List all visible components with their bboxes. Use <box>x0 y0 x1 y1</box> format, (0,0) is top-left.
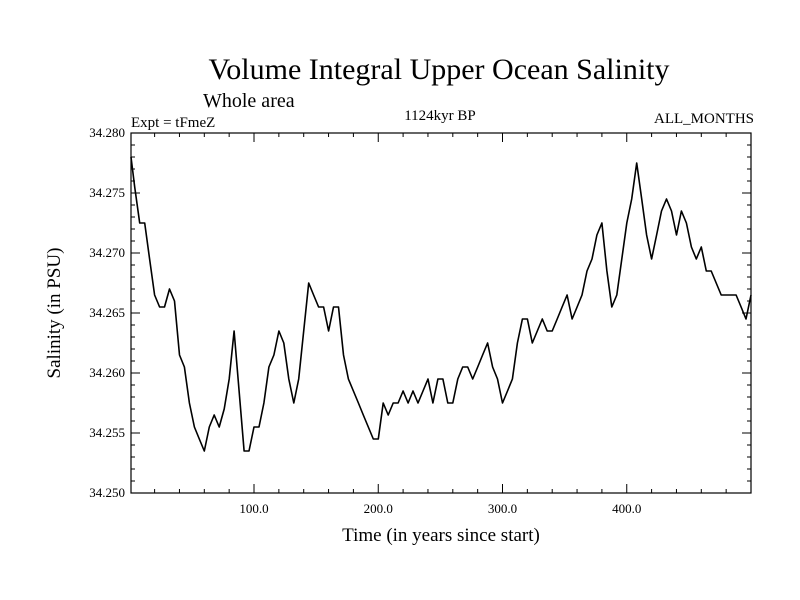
x-tick-label: 400.0 <box>612 501 641 516</box>
period-label: 1124kyr BP <box>404 108 476 124</box>
months-label: ALL_MONTHS <box>654 111 754 127</box>
plot-area: 34.250 34.255 34.260 34.265 34.270 34.275 34.2… <box>89 125 752 516</box>
chart-title: Volume Integral Upper Ocean Salinity <box>209 53 670 86</box>
y-tick-label: 34.255 <box>89 425 125 440</box>
y-tick-label: 34.280 <box>89 125 125 140</box>
salinity-series-line <box>130 156 752 452</box>
x-tick-label: 300.0 <box>488 501 517 516</box>
y-tick-label: 34.270 <box>89 245 125 260</box>
y-tick-label: 34.265 <box>89 305 125 320</box>
y-tick-label: 34.250 <box>89 485 125 500</box>
expt-label: Expt = tFmeZ <box>131 115 215 131</box>
y-axis-label: Salinity (in PSU) <box>44 248 65 379</box>
x-tick-label: 200.0 <box>364 501 393 516</box>
x-axis-label: Time (in years since start) <box>342 525 540 546</box>
y-tick-label: 34.260 <box>89 365 125 380</box>
plot-frame <box>130 132 752 494</box>
y-tick-label: 34.275 <box>89 185 125 200</box>
chart-subtitle: Whole area <box>203 90 295 112</box>
x-tick-label: 100.0 <box>239 501 268 516</box>
